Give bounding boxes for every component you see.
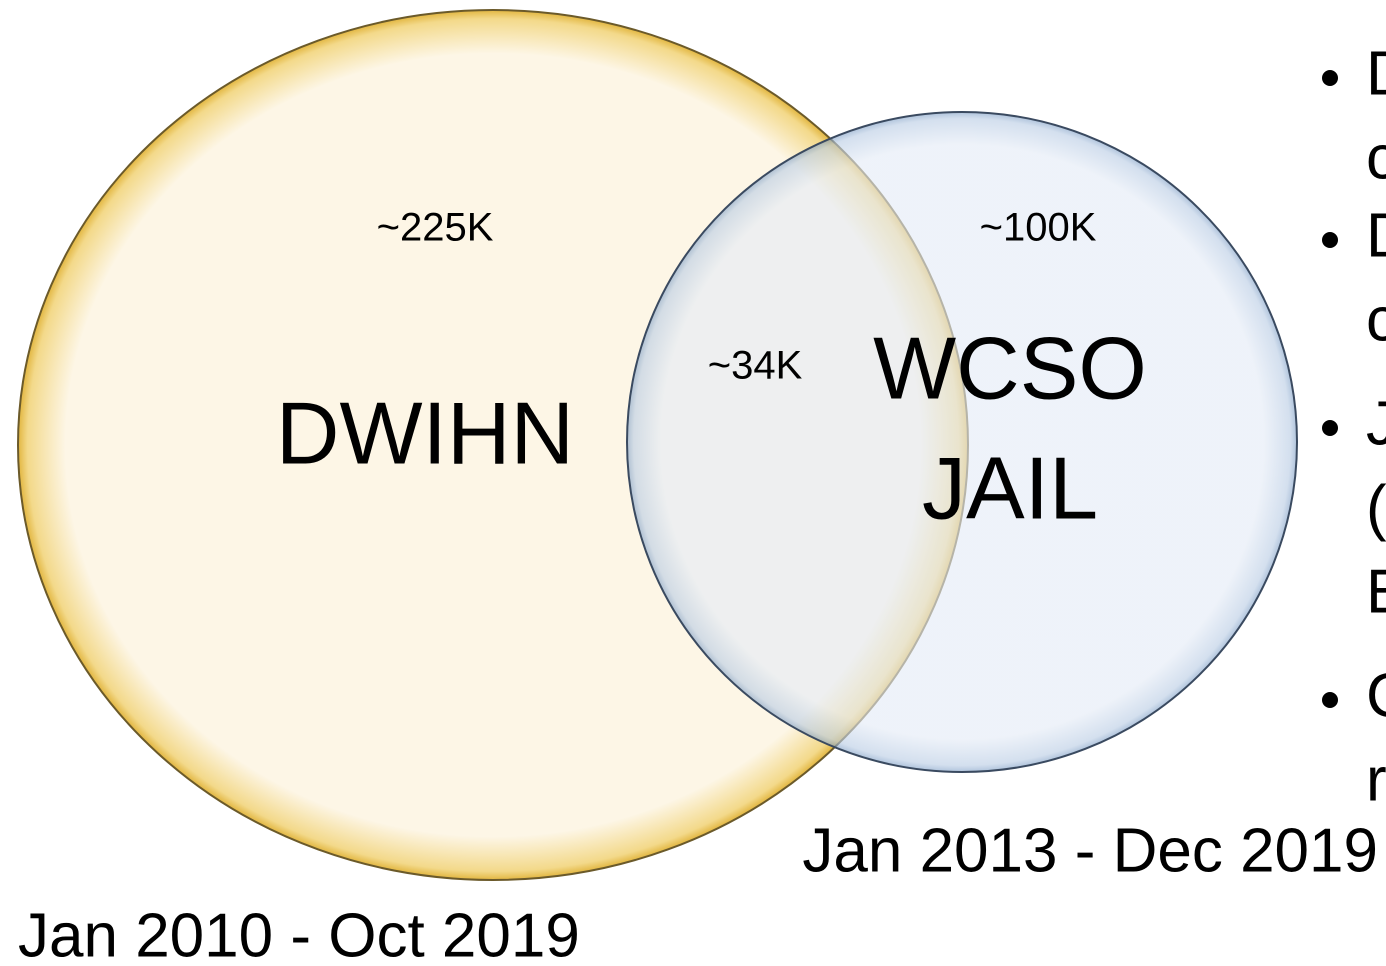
dwihn-count: ~225K bbox=[377, 206, 494, 250]
bullet-text: J bbox=[1366, 389, 1386, 458]
dwihn-label: DWIHN bbox=[276, 383, 574, 482]
wcso-count: ~100K bbox=[980, 206, 1097, 250]
bullet-dot bbox=[1322, 420, 1338, 436]
overlap-count: ~34K bbox=[708, 344, 803, 388]
bullet-text: D bbox=[1366, 201, 1386, 270]
bullet-text: ( bbox=[1366, 473, 1386, 542]
bullet-dot bbox=[1322, 70, 1338, 86]
bullet-text: r bbox=[1366, 745, 1386, 814]
wcso-label: WCSO bbox=[873, 318, 1147, 417]
bullet-text: C bbox=[1366, 661, 1386, 730]
wcso-period: Jan 2013 - Dec 2019 bbox=[802, 816, 1378, 885]
bullet-text: E bbox=[1366, 557, 1386, 626]
bullet-text: c bbox=[1366, 285, 1386, 354]
bullet-dot bbox=[1322, 232, 1338, 248]
wcso-circle bbox=[626, 111, 1298, 773]
dwihn-period: Jan 2010 - Oct 2019 bbox=[18, 901, 580, 966]
bullet-list: DcDcJ(ECr bbox=[1322, 39, 1386, 814]
bullet-dot bbox=[1322, 692, 1338, 708]
bullet-text: c bbox=[1366, 123, 1386, 192]
bullet-text: D bbox=[1366, 39, 1386, 108]
jail-label: JAIL bbox=[922, 438, 1098, 537]
